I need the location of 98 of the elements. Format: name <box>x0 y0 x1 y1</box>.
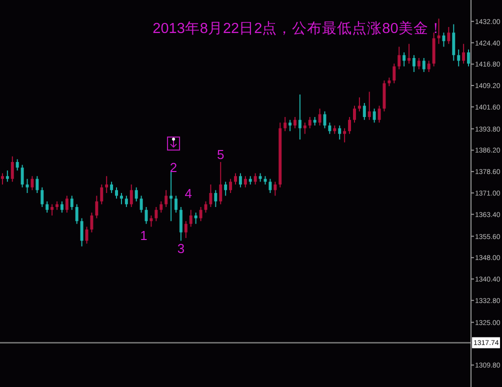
candlestick <box>318 108 322 126</box>
candlestick <box>457 50 460 66</box>
annotation: 2 <box>170 160 178 176</box>
candlestick <box>388 78 391 86</box>
candlestick <box>164 190 168 207</box>
candlestick <box>244 176 247 188</box>
candlestick <box>46 201 49 213</box>
candlestick <box>36 176 39 193</box>
candlestick <box>50 204 54 216</box>
candlestick <box>348 117 352 134</box>
candlestick <box>432 32 436 66</box>
candlestick <box>254 173 257 184</box>
candlestick <box>194 212 198 224</box>
candlestick <box>85 226 88 244</box>
candlestick <box>417 58 420 70</box>
candlestick <box>462 44 466 64</box>
candlestick <box>160 201 163 213</box>
candlestick <box>422 58 426 72</box>
candlestick <box>284 117 287 132</box>
candlestick <box>174 196 178 213</box>
candlestick <box>382 80 386 112</box>
candlestick <box>358 97 361 112</box>
candlestick <box>368 92 371 120</box>
candlestick <box>268 178 272 193</box>
candlestick <box>467 50 470 66</box>
candlestick <box>362 102 366 120</box>
candlestick <box>100 184 104 204</box>
candlestick <box>60 201 64 213</box>
candlestick <box>408 44 411 64</box>
candlestick <box>189 210 192 227</box>
candlestick <box>427 60 430 72</box>
text: 2013年8月22日2点，公布最低点涨80美金！ <box>152 20 444 37</box>
candlestick <box>412 55 416 72</box>
candlestick <box>150 215 153 227</box>
candlestick <box>20 164 24 188</box>
candlestick <box>343 128 346 142</box>
candlestick <box>26 178 29 193</box>
candlestick <box>0 173 4 184</box>
candlestick <box>110 182 114 193</box>
candlestick <box>248 176 252 184</box>
candlestick <box>154 207 158 222</box>
annotation: 5 <box>217 147 224 162</box>
annotation: 1 <box>140 228 148 244</box>
candlestick <box>6 170 9 182</box>
candlestick <box>184 221 188 238</box>
candlestick <box>298 94 302 140</box>
candlestick <box>224 182 228 196</box>
candlestick <box>274 182 277 196</box>
candlestick <box>333 125 336 134</box>
candlestick <box>219 162 222 204</box>
candlestick <box>134 187 138 202</box>
candlestick <box>10 156 14 182</box>
candlestick <box>398 46 401 70</box>
candlestick <box>204 201 208 213</box>
candlestick <box>80 218 84 246</box>
candlestick <box>437 18 440 44</box>
candlestick <box>95 196 98 218</box>
candlestick <box>209 184 212 207</box>
candlestick <box>105 176 108 193</box>
candlestick <box>115 187 118 199</box>
candlestick <box>338 125 342 140</box>
candlestick <box>353 106 356 123</box>
candlestick <box>56 201 59 210</box>
candlestick <box>303 122 306 134</box>
candlestick <box>278 122 282 188</box>
candlestick <box>16 159 19 170</box>
candlestick <box>402 52 406 66</box>
candlestick <box>452 24 456 61</box>
candlestick <box>238 173 242 188</box>
candlestick <box>308 117 312 128</box>
candlestick <box>120 192 123 204</box>
candlestick <box>75 204 78 224</box>
annotation: 4 <box>184 186 192 202</box>
candlestick <box>65 196 68 213</box>
candlestick <box>170 170 173 222</box>
candlestick <box>447 27 450 44</box>
candlestick <box>140 196 143 213</box>
candlestick <box>30 176 34 190</box>
candlestick <box>372 108 376 123</box>
candlestick <box>378 106 381 123</box>
candlestick <box>124 196 128 207</box>
candlestick <box>258 173 262 182</box>
candlestick <box>214 190 218 207</box>
candlestick <box>90 212 94 232</box>
candlestick <box>294 117 296 128</box>
candlestick <box>199 207 202 222</box>
candlestick <box>70 196 74 210</box>
candlestick <box>179 207 182 241</box>
candlestick <box>229 178 232 193</box>
candlestick <box>392 64 396 84</box>
candlestick <box>313 117 316 126</box>
candlestick <box>442 32 446 47</box>
candlestick <box>288 120 292 132</box>
candlestick <box>234 173 237 184</box>
candlestick <box>40 187 44 207</box>
candlestick <box>130 184 133 207</box>
annotation: 3 <box>177 241 185 256</box>
candlestick <box>328 122 332 134</box>
